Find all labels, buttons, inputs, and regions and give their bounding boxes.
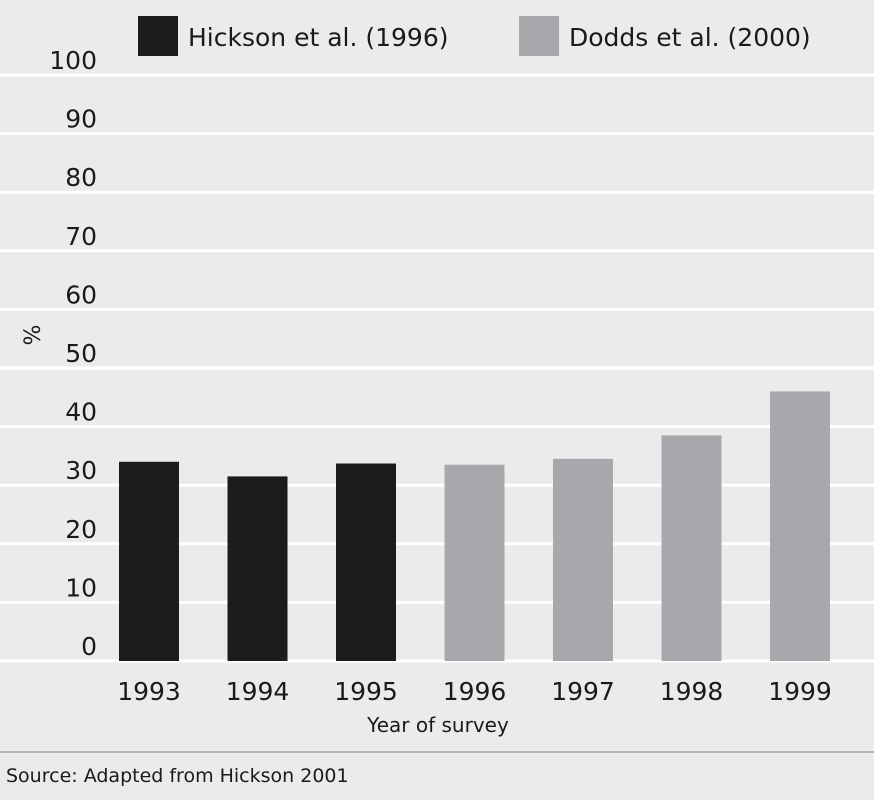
bar-1994 xyxy=(227,476,288,661)
y-axis-label: % xyxy=(21,325,46,346)
x-tick-label: 1996 xyxy=(443,677,507,706)
bar-1996 xyxy=(444,464,505,661)
y-tick-label: 0 xyxy=(81,632,97,661)
bar-1998 xyxy=(661,435,722,661)
x-tick-label: 1995 xyxy=(334,677,398,706)
y-tick-label: 50 xyxy=(65,339,97,368)
y-tick-label: 100 xyxy=(49,46,97,75)
bar-1997 xyxy=(553,458,613,661)
legend-swatch xyxy=(519,16,559,56)
x-tick-label: 1994 xyxy=(226,677,290,706)
legend-label: Hickson et al. (1996) xyxy=(188,23,449,52)
bar-1993 xyxy=(119,461,179,661)
y-tick-label: 70 xyxy=(65,222,97,251)
source-note: Source: Adapted from Hickson 2001 xyxy=(6,765,349,787)
x-axis-label: Year of survey xyxy=(366,713,509,737)
y-tick-label: 90 xyxy=(65,105,97,134)
bar-1995 xyxy=(336,463,396,661)
y-tick-label: 60 xyxy=(65,280,97,309)
y-tick-label: 10 xyxy=(65,573,97,602)
bar-1999 xyxy=(770,391,830,661)
y-tick-label: 80 xyxy=(65,163,97,192)
y-tick-label: 30 xyxy=(65,456,97,485)
x-tick-label: 1993 xyxy=(117,677,181,706)
y-tick-label: 20 xyxy=(65,515,97,544)
x-tick-label: 1998 xyxy=(660,677,724,706)
x-tick-label: 1997 xyxy=(551,677,615,706)
y-tick-label: 40 xyxy=(65,398,97,427)
legend-label: Dodds et al. (2000) xyxy=(569,23,811,52)
legend-swatch xyxy=(138,16,178,56)
x-tick-label: 1999 xyxy=(768,677,832,706)
